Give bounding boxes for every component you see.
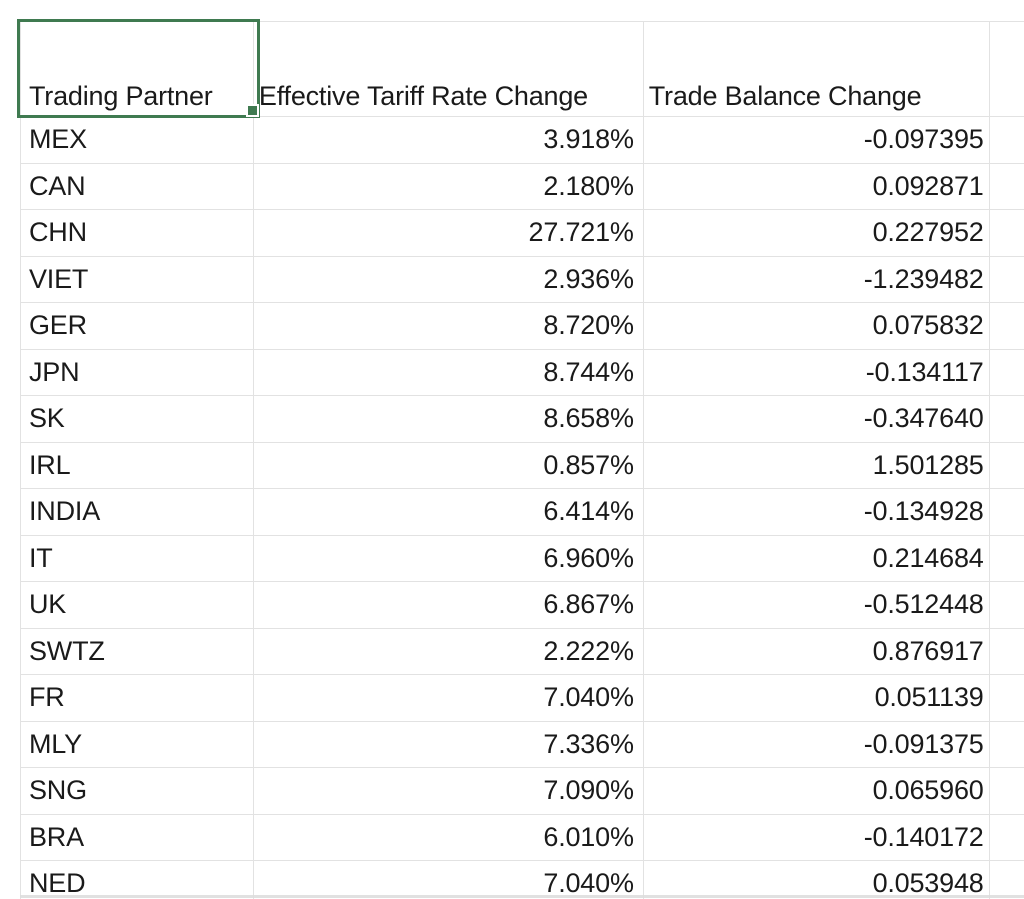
header-cell-effective-tariff-rate-change[interactable]: Effective Tariff Rate Change xyxy=(253,21,644,117)
cell-tariff-rate-change[interactable]: 8.658% xyxy=(253,395,644,443)
table-row: CHN 27.721% 0.227952 xyxy=(20,209,1024,257)
cell-empty[interactable] xyxy=(989,581,1024,629)
cell-trading-partner[interactable]: SNG xyxy=(20,767,254,815)
table-row: VIET 2.936% -1.239482 xyxy=(20,256,1024,303)
cell-trading-partner[interactable]: GER xyxy=(20,302,254,350)
cell-tariff-rate-change[interactable]: 7.336% xyxy=(253,721,644,768)
table-row: SWTZ 2.222% 0.876917 xyxy=(20,628,1024,675)
table-row: SNG 7.090% 0.065960 xyxy=(20,767,1024,815)
cell-trade-balance-change[interactable]: 0.876917 xyxy=(643,628,990,675)
cell-tariff-rate-change[interactable]: 6.867% xyxy=(253,581,644,629)
cell-empty[interactable] xyxy=(989,442,1024,489)
cell-tariff-rate-change[interactable]: 2.222% xyxy=(253,628,644,675)
cell-trading-partner[interactable]: MEX xyxy=(20,116,254,164)
cell-trade-balance-change[interactable]: 0.053948 xyxy=(643,860,990,899)
cell-empty[interactable] xyxy=(989,814,1024,861)
table-row: SK 8.658% -0.347640 xyxy=(20,395,1024,443)
cell-trade-balance-change[interactable]: 0.051139 xyxy=(643,674,990,722)
table-row: GER 8.720% 0.075832 xyxy=(20,302,1024,350)
cell-empty[interactable] xyxy=(989,256,1024,303)
cell-empty[interactable] xyxy=(989,116,1024,164)
table-body: MEX 3.918% -0.097395 CAN 2.180% 0.092871… xyxy=(20,116,1024,899)
cell-tariff-rate-change[interactable]: 0.857% xyxy=(253,442,644,489)
cell-tariff-rate-change[interactable]: 6.414% xyxy=(253,488,644,536)
table-row: NED 7.040% 0.053948 xyxy=(20,860,1024,899)
clipped-bottom-gridline xyxy=(20,895,1024,898)
cell-trade-balance-change[interactable]: -0.512448 xyxy=(643,581,990,629)
cell-trading-partner[interactable]: IT xyxy=(20,535,254,582)
header-cell-empty[interactable] xyxy=(989,21,1024,117)
cell-trading-partner[interactable]: CAN xyxy=(20,163,254,210)
cell-trading-partner[interactable]: UK xyxy=(20,581,254,629)
cell-empty[interactable] xyxy=(989,349,1024,396)
cell-tariff-rate-change[interactable]: 6.010% xyxy=(253,814,644,861)
cell-trade-balance-change[interactable]: 0.065960 xyxy=(643,767,990,815)
cell-trading-partner[interactable]: NED xyxy=(20,860,254,899)
cell-trade-balance-change[interactable]: 0.227952 xyxy=(643,209,990,257)
cell-tariff-rate-change[interactable]: 2.936% xyxy=(253,256,644,303)
cell-trading-partner[interactable]: INDIA xyxy=(20,488,254,536)
cell-empty[interactable] xyxy=(989,721,1024,768)
cell-empty[interactable] xyxy=(989,860,1024,899)
cell-tariff-rate-change[interactable]: 8.744% xyxy=(253,349,644,396)
cell-empty[interactable] xyxy=(989,767,1024,815)
table-row: IRL 0.857% 1.501285 xyxy=(20,442,1024,489)
cell-trade-balance-change[interactable]: 1.501285 xyxy=(643,442,990,489)
table-row: JPN 8.744% -0.134117 xyxy=(20,349,1024,396)
table-row: MEX 3.918% -0.097395 xyxy=(20,116,1024,164)
cell-trading-partner[interactable]: FR xyxy=(20,674,254,722)
cell-trading-partner[interactable]: BRA xyxy=(20,814,254,861)
table-row: INDIA 6.414% -0.134928 xyxy=(20,488,1024,536)
cell-tariff-rate-change[interactable]: 3.918% xyxy=(253,116,644,164)
cell-empty[interactable] xyxy=(989,163,1024,210)
cell-trade-balance-change[interactable]: 0.092871 xyxy=(643,163,990,210)
cell-empty[interactable] xyxy=(989,535,1024,582)
cell-trading-partner[interactable]: VIET xyxy=(20,256,254,303)
cell-trade-balance-change[interactable]: -0.097395 xyxy=(643,116,990,164)
cell-tariff-rate-change[interactable]: 6.960% xyxy=(253,535,644,582)
cell-trade-balance-change[interactable]: -0.091375 xyxy=(643,721,990,768)
cell-empty[interactable] xyxy=(989,488,1024,536)
cell-trade-balance-change[interactable]: -0.134117 xyxy=(643,349,990,396)
cell-tariff-rate-change[interactable]: 7.040% xyxy=(253,674,644,722)
cell-trade-balance-change[interactable]: 0.075832 xyxy=(643,302,990,350)
cell-tariff-rate-change[interactable]: 7.090% xyxy=(253,767,644,815)
cell-trading-partner[interactable]: MLY xyxy=(20,721,254,768)
cell-empty[interactable] xyxy=(989,302,1024,350)
cell-trade-balance-change[interactable]: -0.347640 xyxy=(643,395,990,443)
cell-trading-partner[interactable]: SWTZ xyxy=(20,628,254,675)
cell-empty[interactable] xyxy=(989,209,1024,257)
cell-tariff-rate-change[interactable]: 8.720% xyxy=(253,302,644,350)
table-row: CAN 2.180% 0.092871 xyxy=(20,163,1024,210)
cell-trading-partner[interactable]: IRL xyxy=(20,442,254,489)
cell-trade-balance-change[interactable]: -1.239482 xyxy=(643,256,990,303)
cell-trade-balance-change[interactable]: -0.134928 xyxy=(643,488,990,536)
cell-trading-partner[interactable]: JPN xyxy=(20,349,254,396)
cell-tariff-rate-change[interactable]: 27.721% xyxy=(253,209,644,257)
header-cell-trading-partner[interactable]: Trading Partner xyxy=(20,21,254,117)
table-row: FR 7.040% 0.051139 xyxy=(20,674,1024,722)
cell-empty[interactable] xyxy=(989,395,1024,443)
table-row: UK 6.867% -0.512448 xyxy=(20,581,1024,629)
header-cell-trade-balance-change[interactable]: Trade Balance Change xyxy=(643,21,990,117)
cell-tariff-rate-change[interactable]: 2.180% xyxy=(253,163,644,210)
table-row: IT 6.960% 0.214684 xyxy=(20,535,1024,582)
cell-tariff-rate-change[interactable]: 7.040% xyxy=(253,860,644,899)
cell-trading-partner[interactable]: CHN xyxy=(20,209,254,257)
selection-fill-handle[interactable] xyxy=(248,106,257,115)
spreadsheet-table: Trading Partner Effective Tariff Rate Ch… xyxy=(20,21,1024,899)
header-row: Trading Partner Effective Tariff Rate Ch… xyxy=(20,21,1024,117)
cell-trade-balance-change[interactable]: -0.140172 xyxy=(643,814,990,861)
cell-trade-balance-change[interactable]: 0.214684 xyxy=(643,535,990,582)
cell-empty[interactable] xyxy=(989,674,1024,722)
cell-empty[interactable] xyxy=(989,628,1024,675)
table-row: MLY 7.336% -0.091375 xyxy=(20,721,1024,768)
table-row: BRA 6.010% -0.140172 xyxy=(20,814,1024,861)
cell-trading-partner[interactable]: SK xyxy=(20,395,254,443)
